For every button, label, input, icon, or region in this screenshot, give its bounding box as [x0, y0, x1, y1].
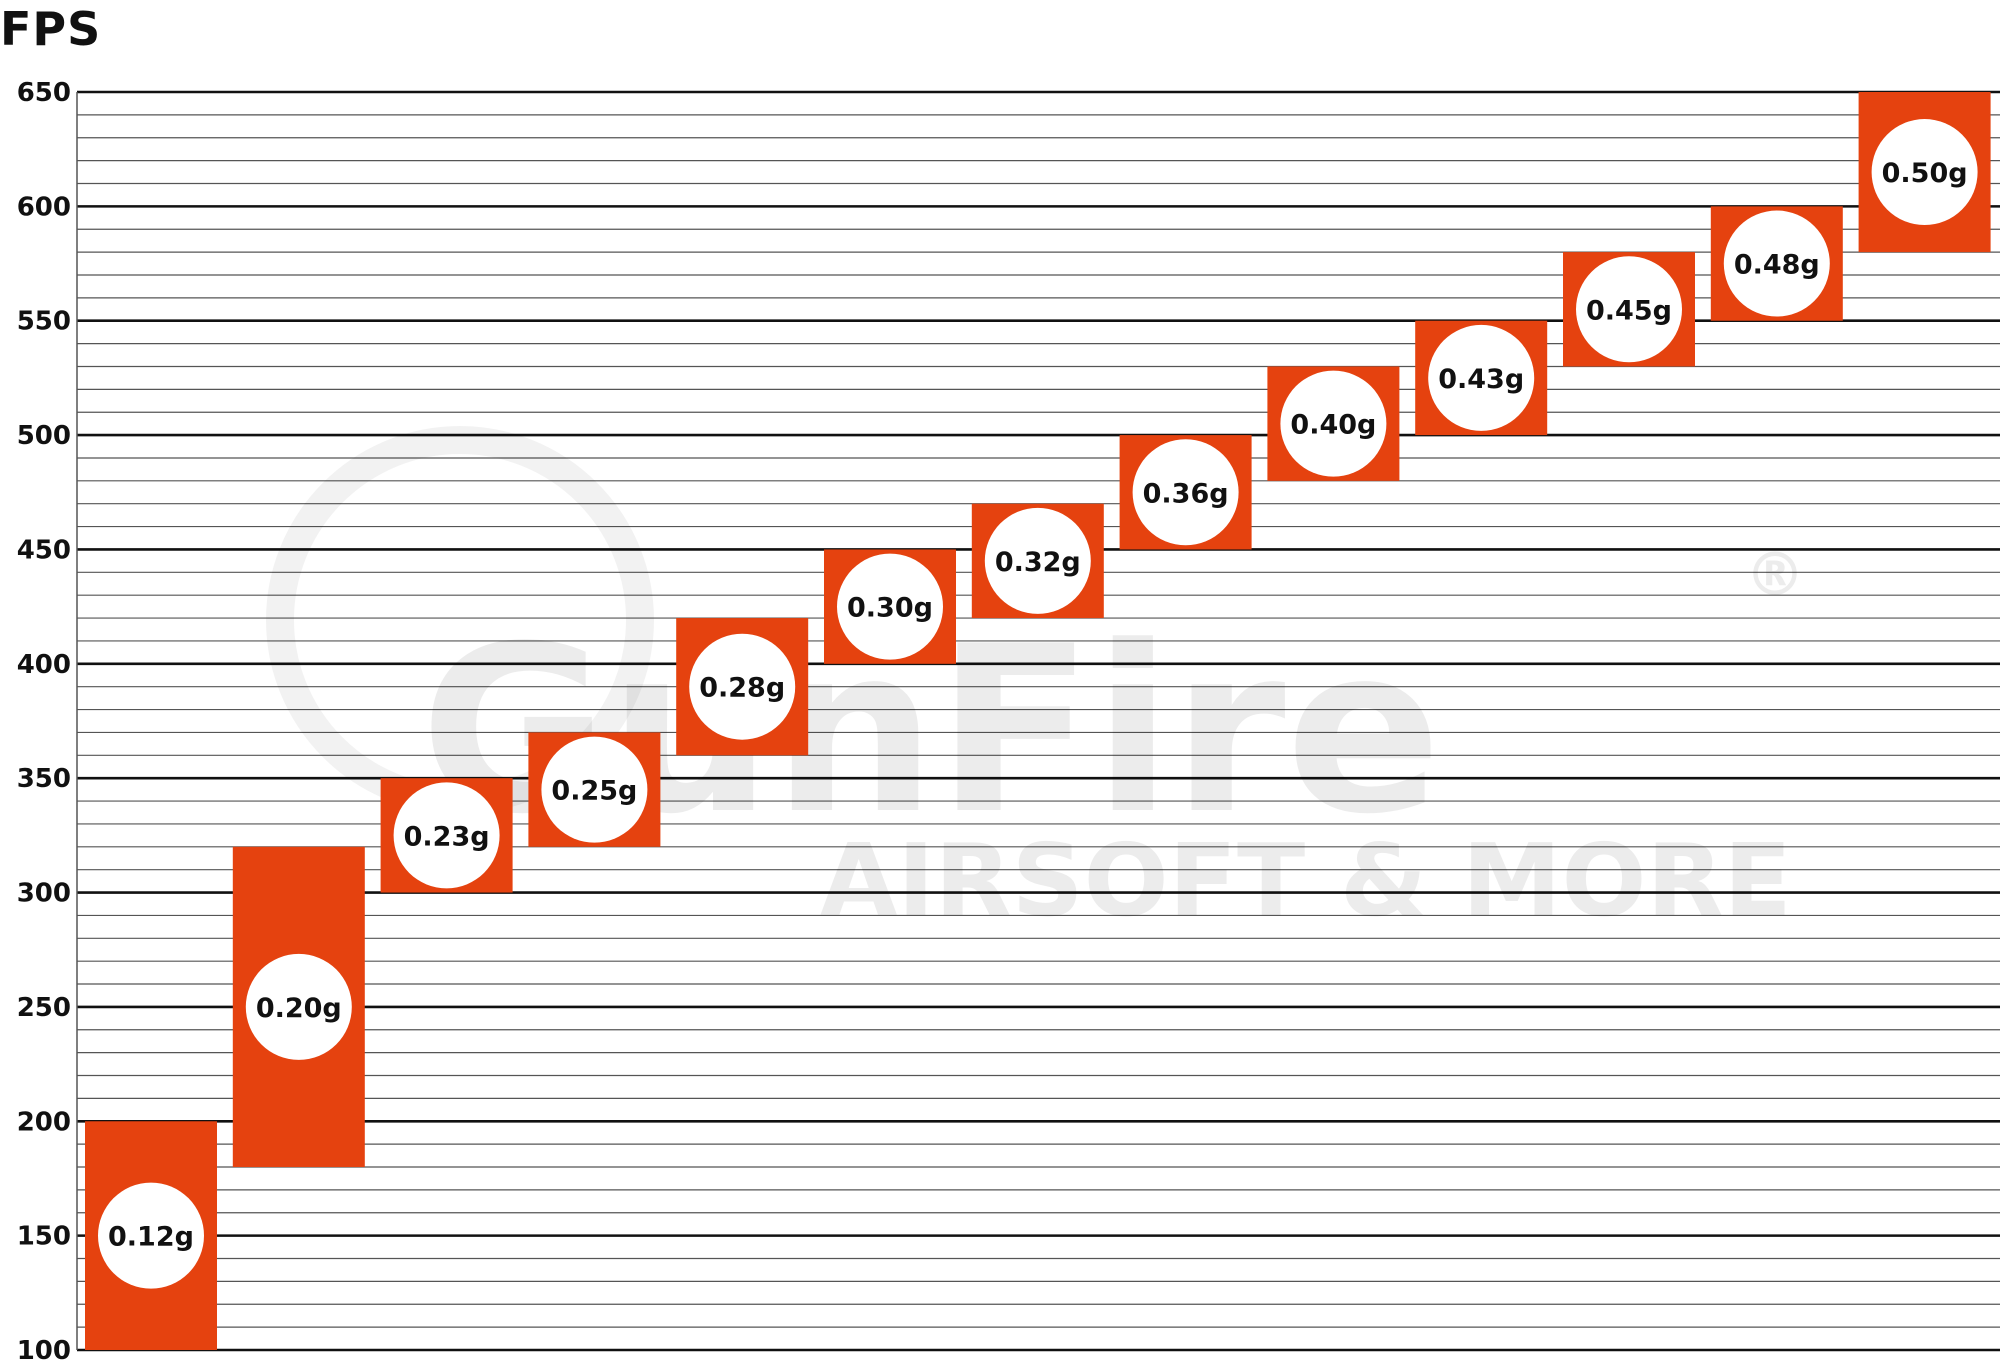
bar-label: 0.30g	[847, 593, 933, 624]
bar-label-circle	[98, 1182, 204, 1289]
bar-label: 0.23g	[404, 821, 490, 852]
y-tick-label: 100	[17, 1336, 71, 1366]
y-axis-ticks: 100 150 200 250 300 350 400 450 500 550 600 650	[17, 78, 71, 1366]
bar-label-circle	[393, 782, 500, 889]
bar-label-circle	[984, 507, 1091, 614]
bar-label: 0.25g	[551, 776, 637, 807]
bar-label-circle	[1280, 370, 1387, 477]
bar-label: 0.32g	[995, 547, 1081, 578]
watermark-tagline: AIRSOFT & MORE	[820, 822, 1792, 939]
bar-label-circle	[1132, 439, 1239, 546]
y-tick-label: 500	[17, 421, 71, 451]
bar-label: 0.50g	[1882, 158, 1968, 189]
chart-title: FPS	[0, 2, 102, 56]
y-tick-label: 350	[17, 764, 71, 794]
grid	[76, 90, 2000, 1352]
bar-label-circle	[1576, 256, 1682, 363]
y-tick-label: 300	[17, 879, 71, 909]
bar-label-circle	[1428, 324, 1535, 431]
bar-label-circle	[541, 736, 648, 843]
bar-label-circle	[245, 953, 352, 1060]
bars: 0.12g 0.20g 0.23g 0.25g 0.28g 0.30g 0.32g 0.36g…	[85, 92, 1991, 1350]
bar-label-circle	[1871, 119, 1978, 226]
bar-label-circle	[689, 633, 796, 740]
bar-label-circle	[837, 553, 943, 660]
y-tick-label: 250	[17, 993, 71, 1023]
y-tick-label: 200	[17, 1107, 71, 1137]
bar-label: 0.36g	[1143, 478, 1229, 509]
y-tick-label: 150	[17, 1222, 71, 1252]
bar-label: 0.28g	[699, 673, 785, 704]
y-tick-label: 450	[17, 535, 71, 565]
y-tick-label: 650	[17, 78, 71, 108]
bar-label: 0.20g	[256, 993, 342, 1024]
y-tick-label: 600	[17, 192, 71, 222]
bar-label: 0.45g	[1586, 295, 1672, 326]
bar-label: 0.12g	[108, 1222, 194, 1253]
y-tick-label: 400	[17, 650, 71, 680]
watermark-registered: ®	[1745, 540, 1805, 610]
bar-label-circle	[1723, 210, 1830, 317]
bar-label: 0.43g	[1438, 364, 1524, 395]
bar-label: 0.40g	[1290, 410, 1376, 441]
bar-label: 0.48g	[1734, 250, 1820, 281]
y-tick-label: 550	[17, 307, 71, 337]
